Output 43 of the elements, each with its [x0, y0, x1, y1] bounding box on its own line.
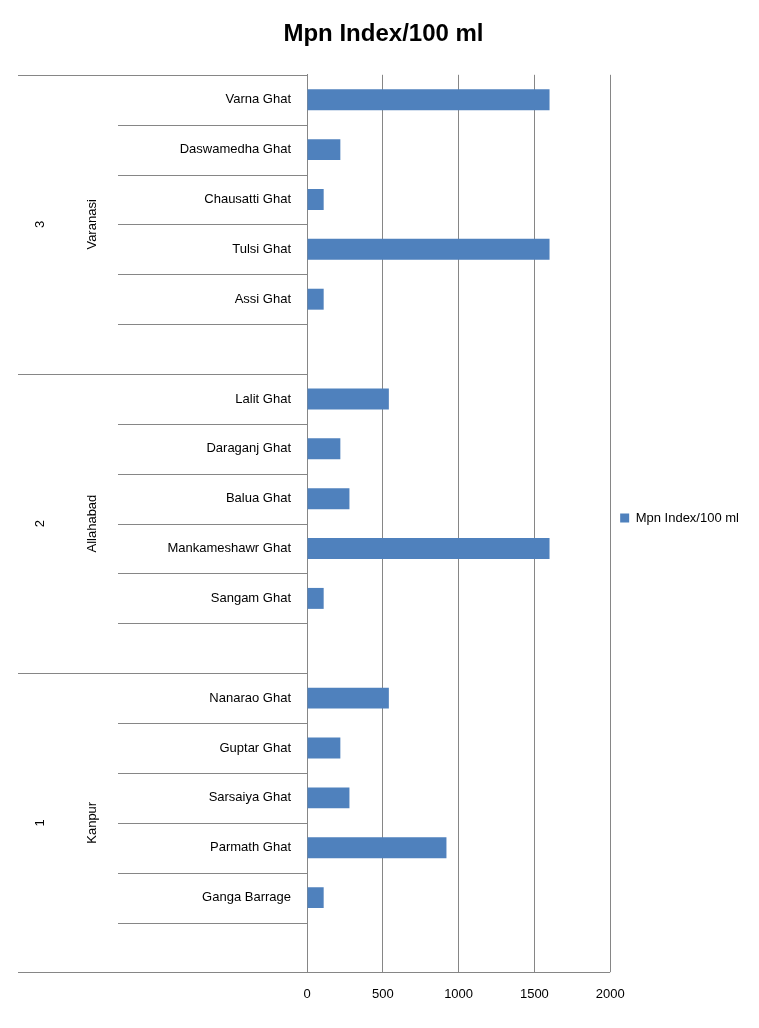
bar	[307, 687, 389, 709]
bar	[307, 89, 550, 111]
bar	[307, 887, 324, 909]
y-tick-label: Daswamedha Ghat	[179, 141, 292, 157]
y-tick-label: Daraganj Ghat	[206, 440, 292, 456]
legend-label: Mpn Index/100 ml	[635, 509, 740, 525]
text: 3	[31, 220, 47, 229]
x-tick-label: 500	[371, 985, 394, 1001]
bar	[307, 288, 324, 310]
y-tick-label: Sarsaiya Ghat	[208, 789, 292, 805]
bar	[307, 388, 389, 410]
text: 2	[31, 519, 47, 528]
y-tick-label: Mankameshawr Ghat	[167, 540, 292, 556]
chart-title: Mpn Index/100 ml	[283, 19, 484, 47]
y-tick-label: Assi Ghat	[234, 290, 292, 306]
y-tick-label: Sangam Ghat	[210, 589, 292, 605]
x-tick-label: 2000	[595, 985, 625, 1001]
text: Allahabad	[83, 494, 99, 553]
text: Varanasi	[83, 199, 99, 250]
bar	[307, 737, 341, 759]
y-tick-label: Chausatti Ghat	[204, 191, 292, 207]
bar	[307, 837, 447, 859]
y-tick-label: Ganga Barrage	[202, 889, 291, 905]
text: 1	[31, 819, 47, 827]
bar	[307, 538, 550, 560]
bar	[307, 189, 324, 210]
y-tick-label: Balua Ghat	[225, 490, 292, 506]
x-tick-label: 1000	[444, 985, 474, 1001]
y-tick-label: Tulsi Ghat	[232, 240, 292, 256]
bar	[307, 587, 324, 609]
bar	[307, 438, 341, 460]
text: Kanpur	[83, 801, 99, 844]
bar	[307, 787, 350, 809]
x-tick-label: 0	[303, 985, 311, 1001]
x-tick-label: 1500	[519, 985, 549, 1001]
y-tick-label: Parmath Ghat	[210, 839, 292, 855]
bar	[307, 488, 350, 510]
bar	[307, 139, 341, 161]
bar	[307, 238, 550, 260]
y-tick-label: Nanarao Ghat	[209, 689, 292, 705]
y-tick-label: Guptar Ghat	[219, 739, 292, 755]
y-tick-label: Varna Ghat	[225, 91, 292, 107]
y-tick-label: Lalit Ghat	[235, 390, 292, 406]
